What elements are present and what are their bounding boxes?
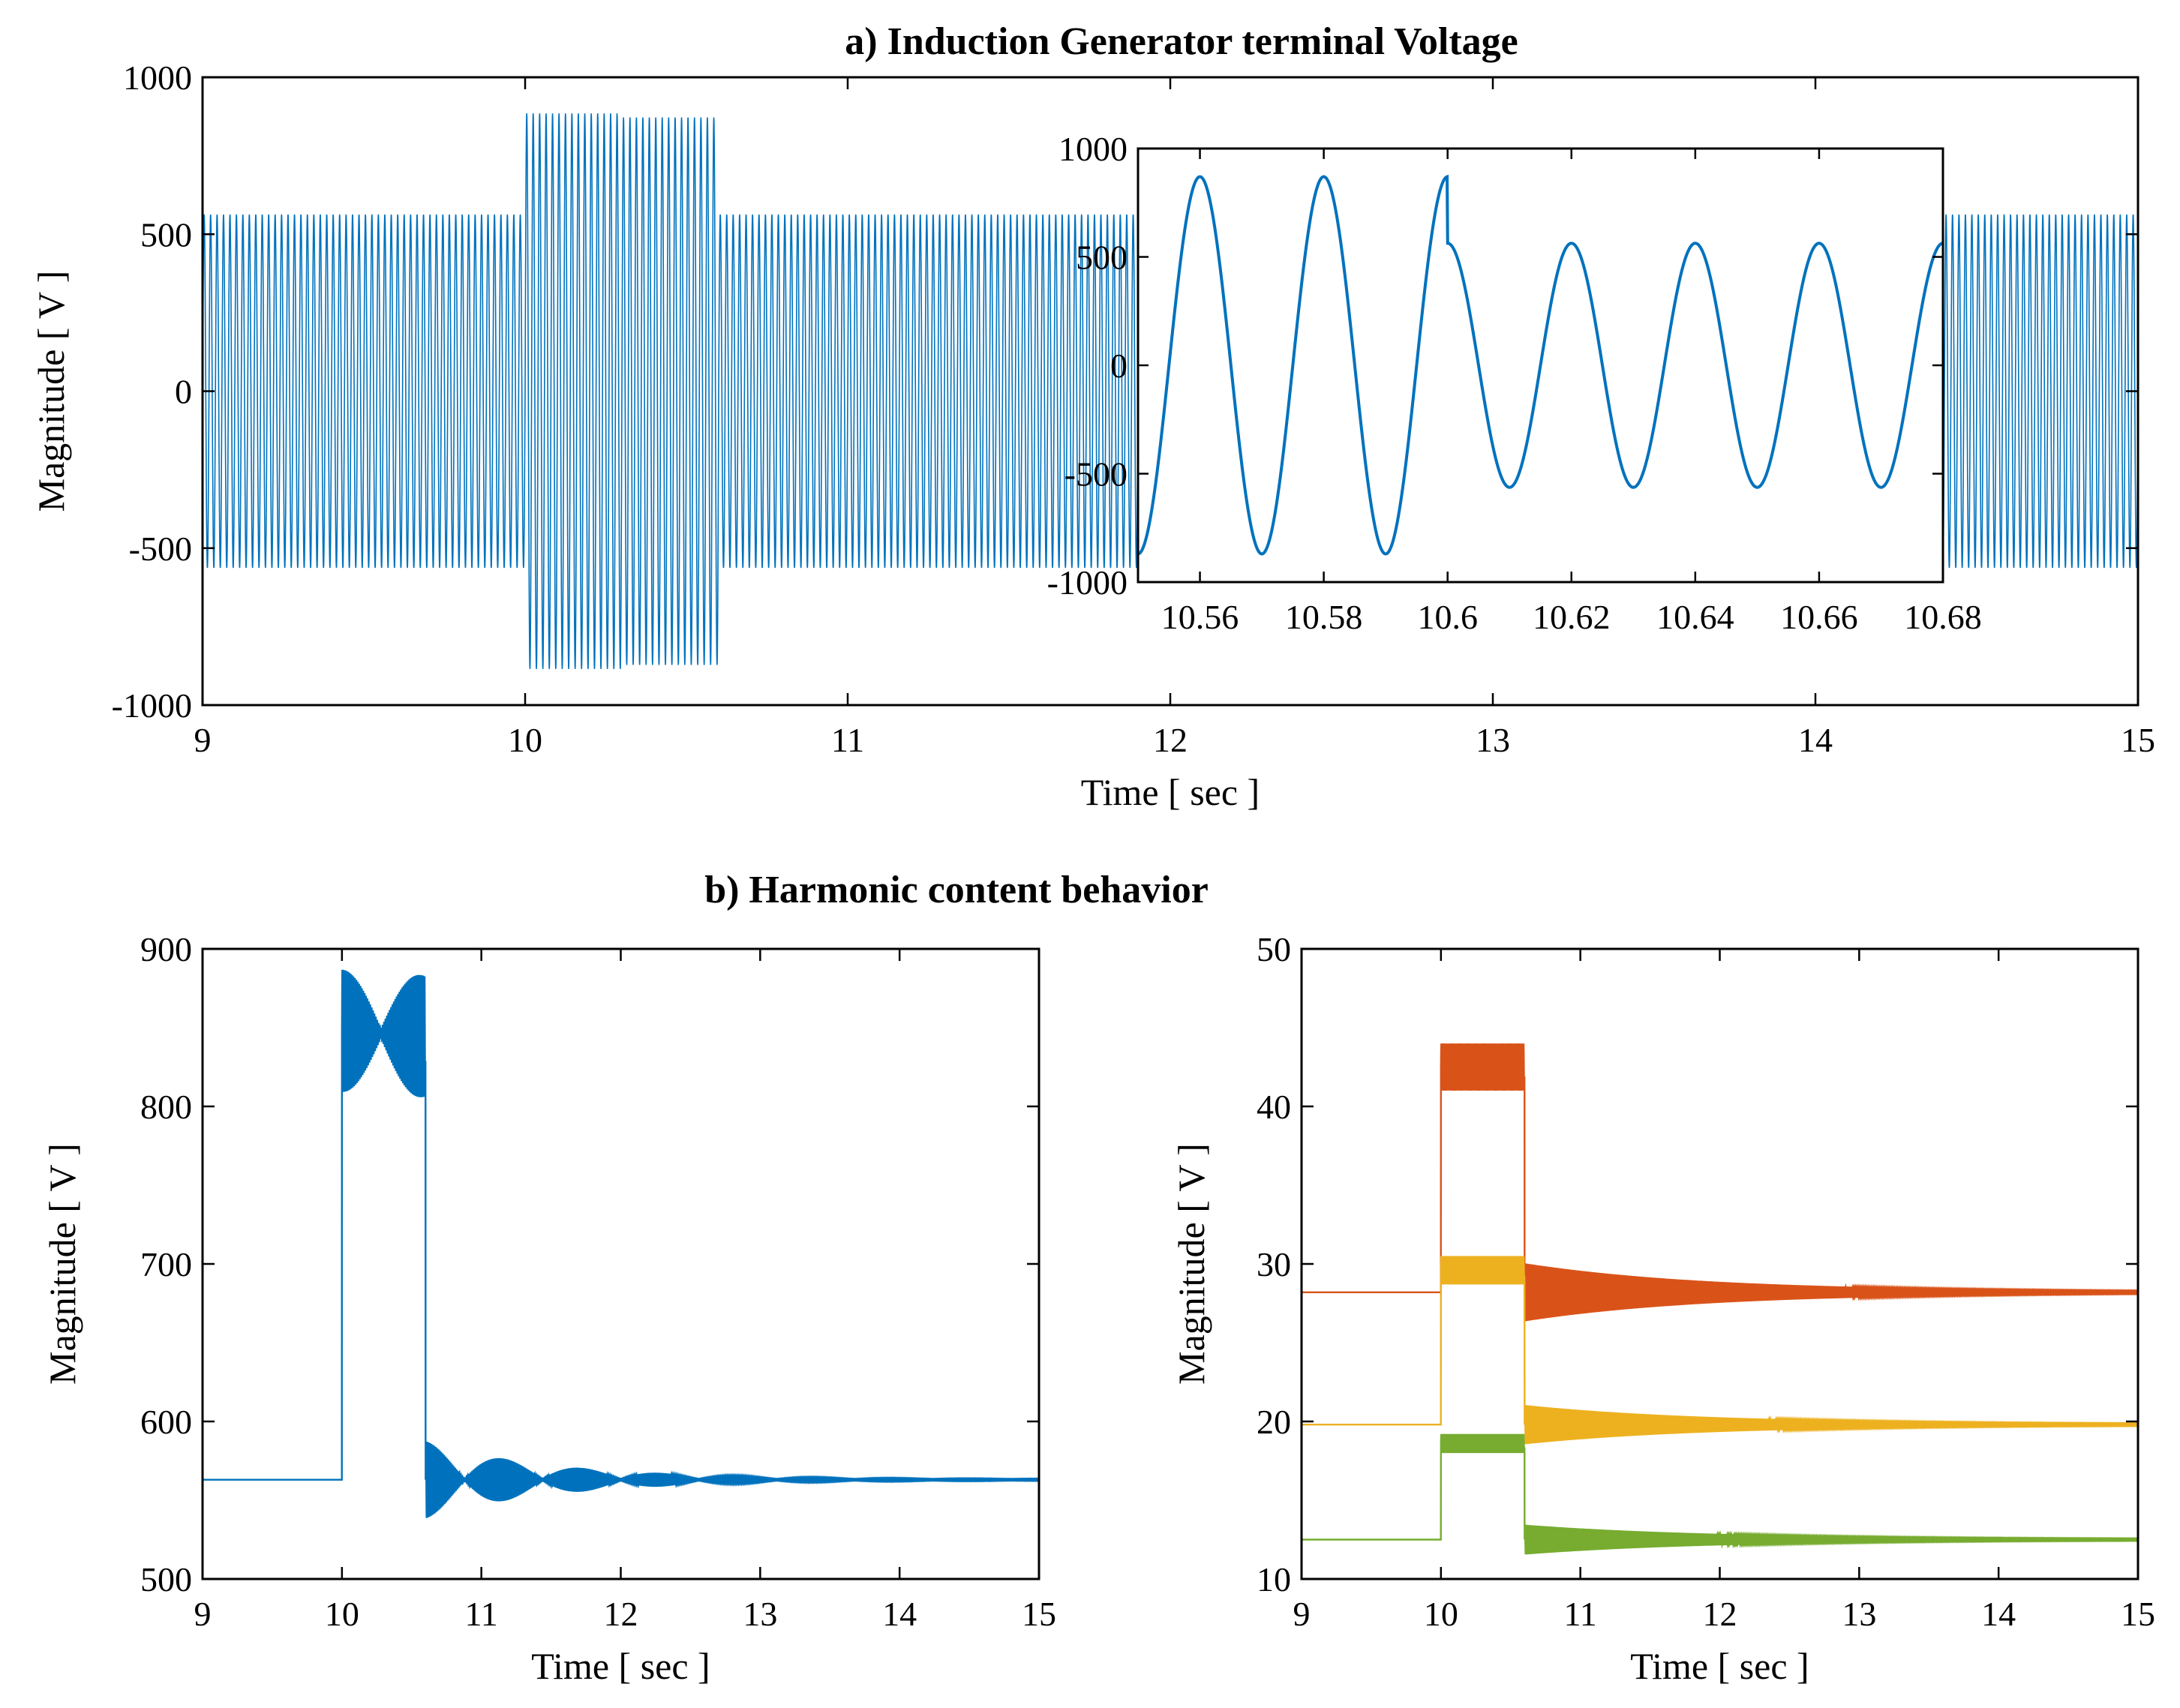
x-tick-label: 12 bbox=[1703, 1595, 1737, 1633]
panel-b-right-x-label: Time [ sec ] bbox=[1630, 1645, 1809, 1687]
y-tick-label: -1000 bbox=[1047, 563, 1128, 602]
y-tick-label: 0 bbox=[1110, 347, 1128, 385]
panel-b-left-x-label: Time [ sec ] bbox=[531, 1645, 710, 1687]
y-tick-label: -1000 bbox=[112, 686, 192, 725]
x-tick-label: 10.68 bbox=[1904, 598, 1982, 636]
y-tick-label: 700 bbox=[140, 1245, 192, 1283]
x-tick-label: 14 bbox=[1981, 1595, 2016, 1633]
x-tick-label: 14 bbox=[1798, 721, 1833, 759]
x-tick-label: 15 bbox=[1022, 1595, 1056, 1633]
y-tick-label: -500 bbox=[129, 530, 192, 568]
series-harmonic-3 bbox=[1302, 1433, 2139, 1555]
panel-b-left-x-ticks: 9 10 11 12 13 14 15 bbox=[194, 949, 1056, 1633]
panel-b-right-y-label: Magnitude [ V ] bbox=[1170, 1143, 1212, 1385]
x-tick-label: 12 bbox=[604, 1595, 638, 1633]
x-tick-label: 13 bbox=[1476, 721, 1510, 759]
x-tick-label: 9 bbox=[1293, 1595, 1311, 1633]
panel-b-left-y-label: Magnitude [ V ] bbox=[41, 1143, 83, 1385]
x-tick-label: 11 bbox=[465, 1595, 498, 1633]
panel-a-frame bbox=[201, 76, 2139, 707]
panel-b-left-axes: 500 600 700 800 900 9 10 11 12 13 14 15 Time [ sec… bbox=[41, 930, 1056, 1687]
y-tick-label: 500 bbox=[1076, 239, 1128, 277]
panel-b-right-frame bbox=[1300, 947, 2139, 1580]
x-tick-label: 9 bbox=[194, 721, 212, 759]
x-tick-label: 10.62 bbox=[1533, 598, 1611, 636]
y-tick-label: 0 bbox=[175, 373, 192, 411]
x-tick-label: 10 bbox=[1424, 1595, 1458, 1633]
panel-a-x-label: Time [ sec ] bbox=[1081, 771, 1260, 813]
x-tick-label: 15 bbox=[2121, 1595, 2155, 1633]
y-tick-label: 500 bbox=[140, 215, 192, 254]
x-tick-label: 9 bbox=[194, 1595, 212, 1633]
panel-b-title: b) Harmonic content behavior bbox=[704, 869, 1209, 911]
y-tick-label: 40 bbox=[1257, 1088, 1291, 1126]
panel-a-axes: -1000 -500 0 500 1000 9 10 11 12 13 14 15 Time [ s… bbox=[30, 59, 2155, 813]
x-tick-label: 15 bbox=[2121, 721, 2155, 759]
y-tick-label: 1000 bbox=[123, 59, 192, 97]
series-fundamental bbox=[203, 969, 1040, 1518]
panel-b-left-frame bbox=[201, 947, 1040, 1580]
y-tick-label: 800 bbox=[140, 1088, 192, 1126]
panel-a-x-ticks: 9 10 11 12 13 14 15 bbox=[194, 77, 2155, 759]
panel-a-title: a) Induction Generator terminal Voltage bbox=[845, 20, 1518, 63]
x-tick-label: 10.66 bbox=[1780, 598, 1858, 636]
x-tick-label: 10.56 bbox=[1161, 598, 1239, 636]
y-tick-label: 10 bbox=[1257, 1560, 1291, 1598]
x-tick-label: 11 bbox=[1564, 1595, 1597, 1633]
y-tick-label: 600 bbox=[140, 1403, 192, 1441]
y-tick-label: 500 bbox=[140, 1560, 192, 1598]
y-tick-label: 1000 bbox=[1058, 130, 1128, 168]
x-tick-label: 14 bbox=[882, 1595, 917, 1633]
x-tick-label: 11 bbox=[831, 721, 864, 759]
panel-b-right-plot bbox=[1302, 1043, 2139, 1555]
y-tick-label: -500 bbox=[1064, 455, 1128, 494]
y-tick-label: 900 bbox=[140, 930, 192, 968]
panel-a-y-label: Magnitude [ V ] bbox=[30, 271, 72, 512]
y-tick-label: 30 bbox=[1257, 1245, 1291, 1283]
x-tick-label: 10.58 bbox=[1285, 598, 1363, 636]
x-tick-label: 13 bbox=[743, 1595, 777, 1633]
x-tick-label: 10 bbox=[508, 721, 542, 759]
x-tick-label: 13 bbox=[1842, 1595, 1876, 1633]
panel-b-left-plot bbox=[203, 969, 1040, 1518]
series-harmonic-2 bbox=[1302, 1256, 2139, 1445]
inset-x-ticks: 10.56 10.58 10.6 10.62 10.64 10.66 10.68 bbox=[1161, 149, 1982, 636]
y-tick-label: 50 bbox=[1257, 930, 1291, 968]
panel-b-left-y-ticks: 500 600 700 800 900 bbox=[140, 930, 1039, 1598]
y-tick-label: 20 bbox=[1257, 1403, 1291, 1441]
x-tick-label: 10.64 bbox=[1656, 598, 1734, 636]
x-tick-label: 10.6 bbox=[1417, 598, 1478, 636]
panel-b-right-x-ticks: 9 10 11 12 13 14 15 bbox=[1293, 949, 2155, 1633]
inset-frame bbox=[1137, 147, 1944, 584]
x-tick-label: 12 bbox=[1153, 721, 1188, 759]
x-tick-label: 10 bbox=[325, 1595, 359, 1633]
inset-plot bbox=[1138, 174, 1943, 556]
series-harmonic-1 bbox=[1302, 1043, 2139, 1322]
inset-series-voltage bbox=[1138, 174, 1943, 556]
